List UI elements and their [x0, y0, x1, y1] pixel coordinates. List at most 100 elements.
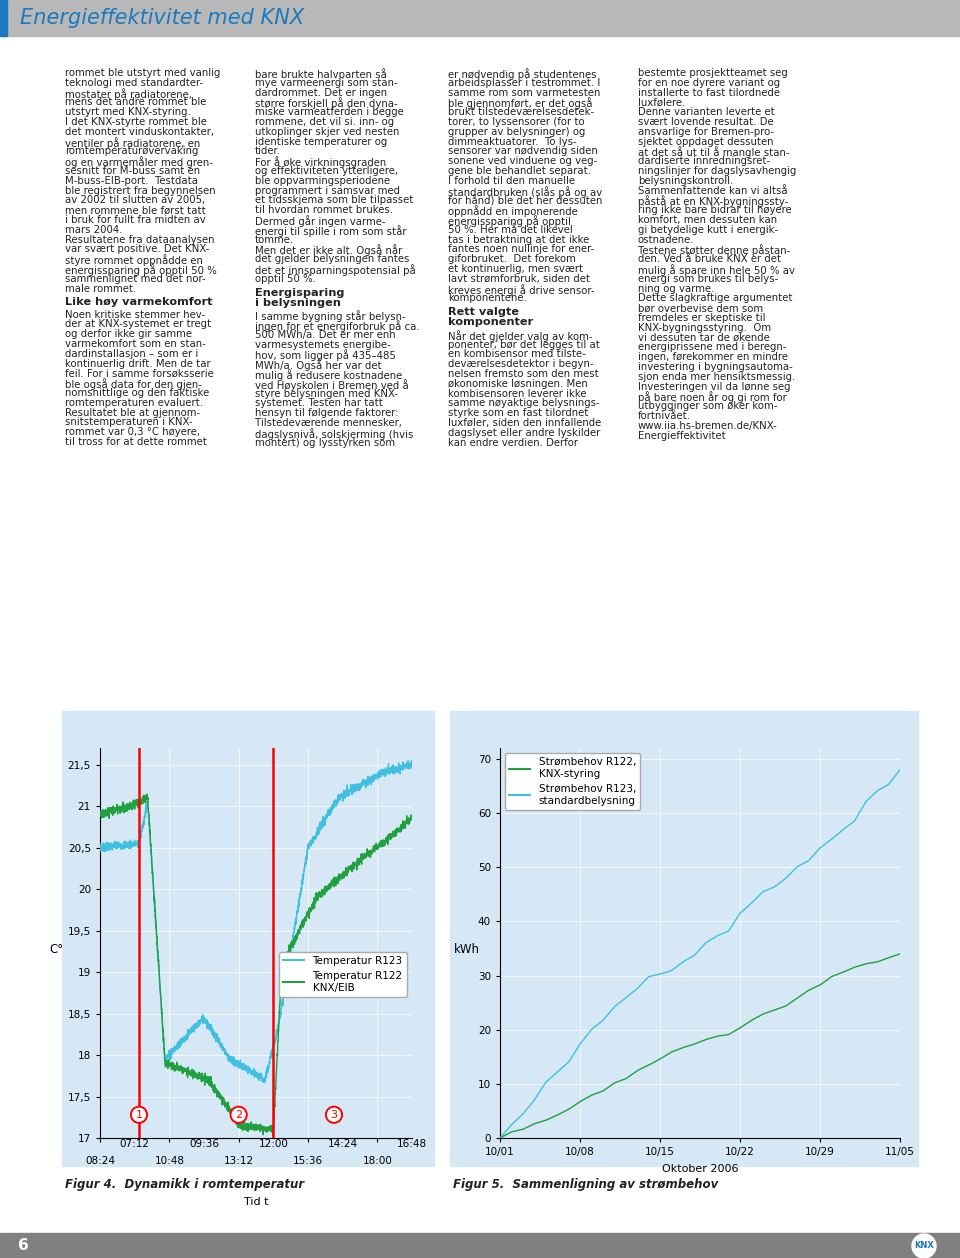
Text: kombisensoren leverer ikke: kombisensoren leverer ikke	[448, 389, 587, 399]
Text: mens det andre rommet ble: mens det andre rommet ble	[65, 97, 206, 107]
Text: ble registrert fra begynnelsen: ble registrert fra begynnelsen	[65, 186, 216, 195]
Text: Figur 5.  Sammenligning av strømbehov: Figur 5. Sammenligning av strømbehov	[453, 1177, 718, 1191]
Text: 50 %. Her må det likevel: 50 %. Her må det likevel	[448, 225, 573, 235]
Text: Noen kritiske stemmer hev-: Noen kritiske stemmer hev-	[65, 309, 205, 320]
Text: luxføler, siden den innfallende: luxføler, siden den innfallende	[448, 418, 601, 428]
Text: montert) og lysstyrken som: montert) og lysstyrken som	[255, 438, 396, 448]
Text: mulig å spare inn hele 50 % av: mulig å spare inn hele 50 % av	[638, 264, 795, 276]
Text: kan endre verdien. Derfor: kan endre verdien. Derfor	[448, 438, 578, 448]
Text: I forhold til den manuelle: I forhold til den manuelle	[448, 176, 575, 186]
Text: til hvordan rommet brukes.: til hvordan rommet brukes.	[255, 205, 393, 215]
Text: dagslysnivå, solskjerming (hvis: dagslysnivå, solskjerming (hvis	[255, 428, 414, 440]
Text: giforbruket.  Det forekom: giforbruket. Det forekom	[448, 254, 576, 264]
Text: rommene, det vil si. inn- og: rommene, det vil si. inn- og	[255, 117, 395, 127]
Text: nomsnittlige og den faktiske: nomsnittlige og den faktiske	[65, 389, 209, 398]
Text: svært lovende resultat. De: svært lovende resultat. De	[638, 117, 774, 127]
Text: Denne varianten leverte et: Denne varianten leverte et	[638, 107, 775, 117]
Text: dimmeaktuatorer.  To lys-: dimmeaktuatorer. To lys-	[448, 137, 577, 147]
Text: For å øke virkningsgraden: For å øke virkningsgraden	[255, 156, 386, 169]
Legend: Strømbehov R122,
KNX-styring, Strømbehov R123,
standardbelysning: Strømbehov R122, KNX-styring, Strømbehov…	[505, 754, 640, 810]
Text: den. Ved å bruke KNX er det: den. Ved å bruke KNX er det	[638, 254, 781, 264]
Text: Dermed går ingen varme-: Dermed går ingen varme-	[255, 215, 386, 226]
Text: varmekomfort som en stan-: varmekomfort som en stan-	[65, 340, 205, 350]
Text: er nødvendig på studentenes: er nødvendig på studentenes	[448, 68, 596, 81]
Y-axis label: kWh: kWh	[454, 944, 480, 956]
Text: sjon enda mer hensiktsmessig.: sjon enda mer hensiktsmessig.	[638, 372, 795, 381]
Text: komponenter: komponenter	[448, 317, 533, 327]
Bar	[0, 0, 7, 36]
Text: ingen for et energiforbruk på ca.: ingen for et energiforbruk på ca.	[255, 320, 420, 332]
Text: tider.: tider.	[255, 146, 281, 156]
Text: snitstemperaturen i KNX-: snitstemperaturen i KNX-	[65, 418, 193, 428]
Text: ingen, førekommer en mindre: ingen, førekommer en mindre	[638, 352, 788, 362]
Text: luxfølere.: luxfølere.	[638, 97, 685, 107]
Text: ble oppvarmingsperiodene: ble oppvarmingsperiodene	[255, 176, 390, 186]
Text: ostnadene.: ostnadene.	[638, 234, 694, 244]
Text: teknologi med standardter-: teknologi med standardter-	[65, 78, 204, 88]
Text: installerte to fast tilordnede: installerte to fast tilordnede	[638, 88, 780, 98]
Text: utbygginger som øker kom-: utbygginger som øker kom-	[638, 401, 778, 411]
Text: komfort, men dessuten kan: komfort, men dessuten kan	[638, 215, 778, 225]
Text: til tross for at dette rommet: til tross for at dette rommet	[65, 437, 206, 447]
Text: deværelsesdetektor i begyn-: deværelsesdetektor i begyn-	[448, 360, 593, 369]
Circle shape	[912, 1234, 936, 1258]
Text: www.iia.hs-bremen.de/KNX-: www.iia.hs-bremen.de/KNX-	[638, 420, 778, 430]
Text: male rommet.: male rommet.	[65, 283, 136, 293]
Text: torer, to lyssensorer (for to: torer, to lyssensorer (for to	[448, 117, 585, 127]
Text: gene ble behandlet separat.: gene ble behandlet separat.	[448, 166, 591, 176]
Text: energiprissene med i beregn-: energiprissene med i beregn-	[638, 342, 786, 352]
Text: belysningskontroll.: belysningskontroll.	[638, 176, 733, 186]
Text: Energisparing: Energisparing	[255, 288, 345, 298]
Text: arbeidsplasser i testrommet. I: arbeidsplasser i testrommet. I	[448, 78, 600, 88]
Text: sensorer var nødvendig siden: sensorer var nødvendig siden	[448, 146, 598, 156]
Text: energissparing på opptil 50 %: energissparing på opptil 50 %	[65, 264, 217, 276]
Text: bestemte prosjektteamet seg: bestemte prosjektteamet seg	[638, 68, 788, 78]
Text: en kombisensor med tilste-: en kombisensor med tilste-	[448, 350, 586, 360]
X-axis label: Oktober 2006: Oktober 2006	[661, 1164, 738, 1174]
Text: ningslinjer for dagslysavhengig: ningslinjer for dagslysavhengig	[638, 166, 797, 176]
Text: Men det er ikke alt. Også når: Men det er ikke alt. Også når	[255, 244, 402, 257]
Text: Energieffektivitet: Energieffektivitet	[638, 430, 726, 440]
Text: Like høy varmekomfort: Like høy varmekomfort	[65, 297, 212, 307]
Text: utstyrt med KNX-styring.: utstyrt med KNX-styring.	[65, 107, 191, 117]
Text: et kontinuerlig, men svært: et kontinuerlig, men svært	[448, 264, 583, 274]
Text: grupper av belysninger) og: grupper av belysninger) og	[448, 127, 586, 137]
Text: 3: 3	[330, 1110, 338, 1120]
Text: identiske temperaturer og: identiske temperaturer og	[255, 137, 387, 147]
Text: det gjelder belysningen fantes: det gjelder belysningen fantes	[255, 254, 409, 264]
Text: rommet ble utstyrt med vanlig: rommet ble utstyrt med vanlig	[65, 68, 221, 78]
Text: styre rommet oppnådde en: styre rommet oppnådde en	[65, 254, 203, 267]
Bar	[0, 1233, 960, 1258]
Text: M-buss-EIB-port.  Testdata: M-buss-EIB-port. Testdata	[65, 176, 198, 186]
Text: ble gjennomført, er det også: ble gjennomført, er det også	[448, 97, 592, 109]
Text: men rommene ble først tatt: men rommene ble først tatt	[65, 205, 205, 215]
Text: energissparing på opptil: energissparing på opptil	[448, 215, 571, 226]
Text: energi som brukes til belys-: energi som brukes til belys-	[638, 274, 779, 284]
Text: der at KNX-systemet er tregt: der at KNX-systemet er tregt	[65, 320, 211, 330]
Text: og derfor ikke gir samme: og derfor ikke gir samme	[65, 330, 192, 340]
Y-axis label: C°: C°	[50, 944, 63, 956]
Text: I det KNX-styrte rommet ble: I det KNX-styrte rommet ble	[65, 117, 206, 127]
Text: mars 2004.: mars 2004.	[65, 225, 123, 235]
Text: feil. For i samme forsøksserie: feil. For i samme forsøksserie	[65, 369, 214, 379]
Text: lavt strømforbruk, siden det: lavt strømforbruk, siden det	[448, 274, 590, 284]
Text: dardinstallasjon – som er i: dardinstallasjon – som er i	[65, 348, 199, 359]
Text: kontinuerlig drift. Men de tar: kontinuerlig drift. Men de tar	[65, 359, 210, 369]
Text: sammenlignet med det nor-: sammenlignet med det nor-	[65, 274, 205, 284]
Bar	[450, 711, 918, 1166]
Text: tas i betraktning at det ikke: tas i betraktning at det ikke	[448, 234, 589, 244]
Text: ansvarlige for Bremen-pro-: ansvarlige for Bremen-pro-	[638, 127, 774, 137]
Text: programmert i samsvar med: programmert i samsvar med	[255, 186, 400, 195]
Text: nelsen fremsto som den mest: nelsen fremsto som den mest	[448, 369, 599, 379]
Text: i bruk for fullt fra midten av: i bruk for fullt fra midten av	[65, 215, 205, 225]
Text: Investeringen vil da lønne seg: Investeringen vil da lønne seg	[638, 381, 790, 391]
Text: gi betydelige kutt i energik-: gi betydelige kutt i energik-	[638, 225, 779, 235]
Text: samme rom som varmetesten: samme rom som varmetesten	[448, 88, 600, 98]
Text: større forskjell på den dyna-: større forskjell på den dyna-	[255, 97, 397, 109]
Text: sonene ved vinduene og veg-: sonene ved vinduene og veg-	[448, 156, 597, 166]
Text: fantes noen nullinje for ener-: fantes noen nullinje for ener-	[448, 244, 594, 254]
Text: Testene støtter denne påstan-: Testene støtter denne påstan-	[638, 244, 790, 257]
Text: ning og varme.: ning og varme.	[638, 283, 714, 293]
Text: I samme bygning står belysn-: I samme bygning står belysn-	[255, 311, 406, 322]
Text: opptil 50 %.: opptil 50 %.	[255, 274, 316, 284]
